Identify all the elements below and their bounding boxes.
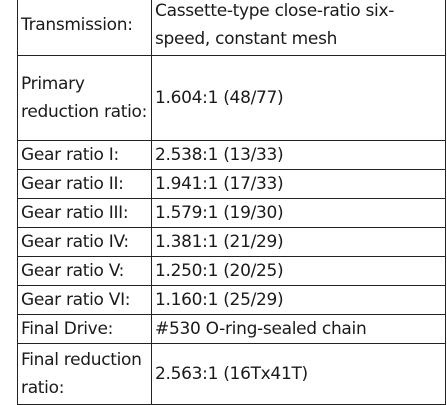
row-value: #530 O-ring-sealed chain [151, 314, 446, 344]
table-row: Gear ratio IV: 1.381:1 (21/29) [17, 227, 446, 257]
row-value: 1.604:1 (48/77) [151, 55, 446, 141]
row-label: Transmission: [17, 0, 152, 56]
table-row: Final Drive: #530 O-ring-sealed chain [17, 314, 446, 344]
row-label: Gear ratio IV: [17, 227, 152, 257]
table-row: Gear ratio II: 1.941:1 (17/33) [17, 169, 446, 199]
row-value: 1.160:1 (25/29) [151, 285, 446, 315]
row-label: Gear ratio II: [17, 169, 152, 199]
row-label: Gear ratio I: [17, 140, 152, 170]
table-row: Gear ratio I: 2.538:1 (13/33) [17, 140, 446, 170]
row-value: 1.579:1 (19/30) [151, 198, 446, 228]
row-label: Final Drive: [17, 314, 152, 344]
table-row: Gear ratio III: 1.579:1 (19/30) [17, 198, 446, 228]
row-label: Gear ratio VI: [17, 285, 152, 315]
row-label: Gear ratio III: [17, 198, 152, 228]
row-label: Final reduction ratio: [17, 343, 152, 405]
table-row: Final reduction ratio: 2.563:1 (16Tx41T) [17, 343, 446, 405]
spec-table: Transmission: Cassette-type close-ratio … [17, 0, 446, 405]
row-value: 1.941:1 (17/33) [151, 169, 446, 199]
table-row: Gear ratio V: 1.250:1 (20/25) [17, 256, 446, 286]
table-row: Gear ratio VI: 1.160:1 (25/29) [17, 285, 446, 315]
row-value: 1.250:1 (20/25) [151, 256, 446, 286]
row-value: 1.381:1 (21/29) [151, 227, 446, 257]
table-row: Primary reduction ratio: 1.604:1 (48/77) [17, 55, 446, 141]
row-value: 2.538:1 (13/33) [151, 140, 446, 170]
row-value: Cassette-type close-ratio six-speed, con… [151, 0, 446, 56]
row-value: 2.563:1 (16Tx41T) [151, 343, 446, 405]
row-label: Primary reduction ratio: [17, 55, 152, 141]
table-row: Transmission: Cassette-type close-ratio … [17, 0, 446, 56]
row-label: Gear ratio V: [17, 256, 152, 286]
